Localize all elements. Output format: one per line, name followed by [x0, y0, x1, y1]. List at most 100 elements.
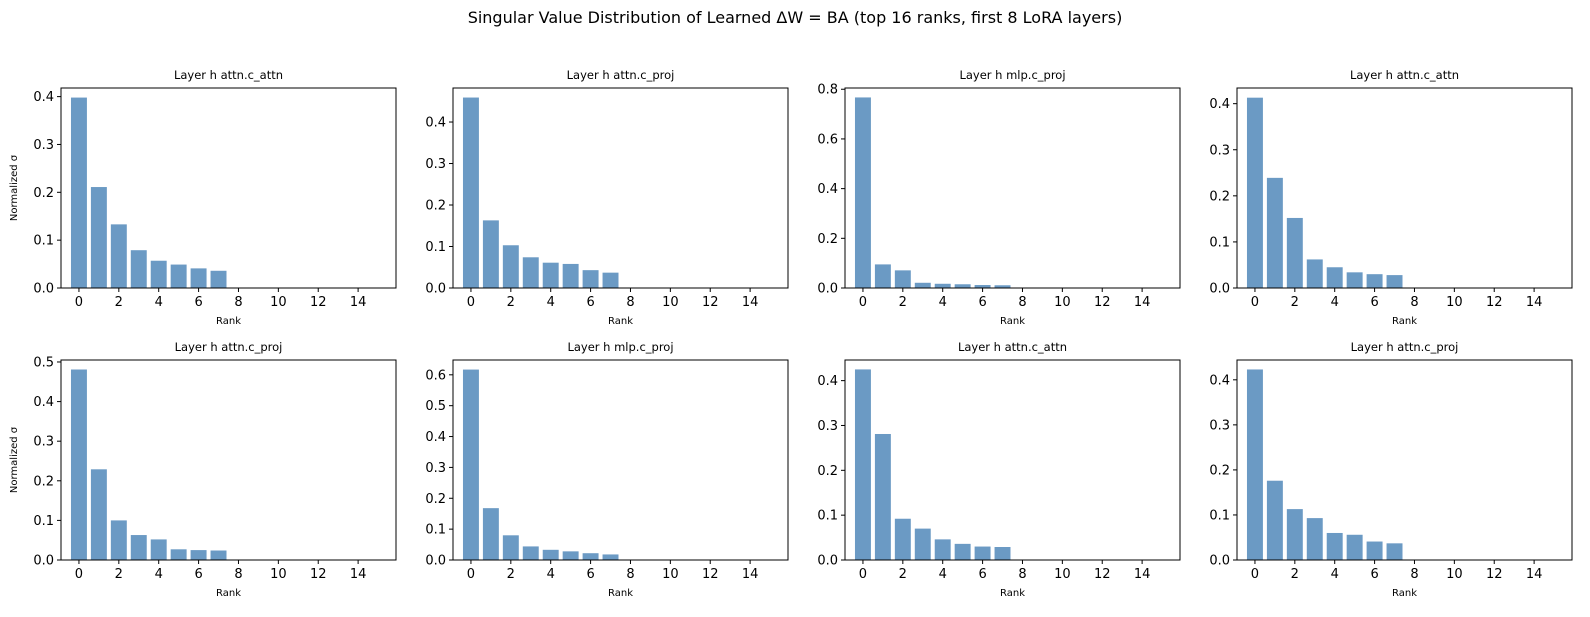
bar: [874, 433, 891, 560]
x-axis-label: Rank: [1000, 588, 1025, 599]
bar: [562, 551, 579, 560]
y-tick-label: 0.1: [33, 234, 54, 249]
bar: [482, 220, 499, 288]
y-tick-label: 0.0: [425, 282, 446, 297]
bar: [110, 520, 127, 560]
y-tick-label: 0.2: [1209, 189, 1230, 204]
x-tick-label: 6: [194, 567, 202, 582]
bar: [934, 539, 951, 560]
x-tick-label: 12: [310, 295, 327, 310]
bar: [994, 547, 1011, 560]
bar: [522, 546, 539, 560]
bar: [602, 554, 619, 560]
x-tick-label: 10: [1446, 567, 1463, 582]
x-tick-label: 2: [1291, 295, 1299, 310]
y-tick-label: 0.6: [425, 368, 446, 383]
subplot-title: Layer h attn.c_attn: [958, 340, 1067, 354]
bar: [210, 550, 227, 560]
x-axis-label: Rank: [608, 588, 633, 599]
subplot-title: Layer h mlp.c_proj: [959, 68, 1065, 82]
x-tick-label: 10: [1446, 295, 1463, 310]
x-tick-label: 2: [507, 567, 515, 582]
bar: [974, 546, 991, 560]
bar: [582, 270, 599, 288]
x-tick-label: 12: [1094, 567, 1111, 582]
axes-frame: [60, 87, 397, 289]
subplot-2: 0 2 4 6 8 10 12 14 0.0 0.1 0.2 0.3 0.4 Layer h attn.c…: [425, 68, 789, 327]
subplot-title: Layer h attn.c_proj: [1351, 340, 1459, 354]
x-tick-label: 2: [507, 295, 515, 310]
x-tick-label: 4: [547, 295, 555, 310]
bar: [170, 264, 187, 288]
bar: [994, 285, 1011, 288]
bar: [1346, 272, 1363, 288]
y-tick-label: 0.3: [1209, 418, 1230, 433]
y-tick-label: 0.1: [1209, 235, 1230, 250]
y-tick-label: 0.0: [425, 554, 446, 569]
x-tick-label: 0: [859, 295, 867, 310]
y-tick-label: 0.3: [425, 461, 446, 476]
x-axis-label: Rank: [608, 316, 633, 327]
x-tick-label: 4: [1331, 295, 1339, 310]
bar: [1286, 509, 1303, 560]
x-tick-label: 2: [1291, 567, 1299, 582]
x-tick-label: 14: [1134, 567, 1151, 582]
x-tick-label: 12: [702, 295, 719, 310]
bar: [1286, 217, 1303, 288]
subplot-4: 0 2 4 6 8 10 12 14 0.0 0.1 0.2 0.3 0.4 Layer h attn.c…: [1209, 68, 1573, 327]
subplot-title: Layer h attn.c_attn: [1350, 68, 1459, 82]
y-tick-label: 0.4: [1209, 97, 1230, 112]
bar: [190, 550, 207, 560]
bar: [170, 549, 187, 560]
bar: [522, 257, 539, 288]
x-tick-label: 14: [350, 295, 367, 310]
x-axis-label: Rank: [1392, 588, 1417, 599]
axes-frame: [844, 359, 1181, 561]
x-tick-label: 14: [1526, 295, 1543, 310]
x-tick-label: 4: [1331, 567, 1339, 582]
subplot-7: 0 2 4 6 8 10 12 14 0.0 0.1 0.2 0.3 0.4 Layer h attn.c…: [817, 340, 1181, 599]
y-tick-label: 0.4: [425, 430, 446, 445]
x-tick-label: 4: [155, 295, 163, 310]
bar: [1366, 274, 1383, 288]
subplot-6: 0 2 4 6 8 10 12 14 0.0 0.1 0.2 0.3 0.4 0.5 0.6 Layer h …: [425, 340, 789, 599]
x-tick-label: 4: [939, 295, 947, 310]
x-tick-label: 10: [662, 567, 679, 582]
y-tick-label: 0.3: [1209, 143, 1230, 158]
y-tick-label: 0.6: [817, 132, 838, 147]
y-tick-label: 0.0: [1209, 282, 1230, 297]
y-tick-label: 0.0: [817, 554, 838, 569]
bar: [602, 272, 619, 288]
bar: [462, 369, 479, 560]
y-tick-label: 0.4: [425, 116, 446, 131]
y-tick-label: 0.2: [817, 232, 838, 247]
bar: [954, 284, 971, 288]
bar: [502, 245, 519, 288]
axes-frame: [452, 359, 789, 561]
y-tick-label: 0.1: [1209, 508, 1230, 523]
bar: [1266, 480, 1283, 560]
bar: [974, 285, 991, 288]
bar: [854, 369, 871, 560]
bar: [1306, 518, 1323, 560]
y-tick-label: 0.2: [33, 474, 54, 489]
bar: [562, 263, 579, 288]
x-tick-label: 8: [1018, 295, 1026, 310]
x-axis-label: Rank: [216, 588, 241, 599]
y-tick-label: 0.3: [817, 419, 838, 434]
x-tick-label: 6: [194, 295, 202, 310]
y-tick-label: 0.1: [33, 514, 54, 529]
x-tick-label: 8: [234, 567, 242, 582]
x-tick-label: 6: [978, 295, 986, 310]
bar: [1246, 97, 1263, 289]
bar: [210, 270, 227, 288]
axes-frame: [844, 87, 1181, 289]
x-tick-label: 14: [350, 567, 367, 582]
x-tick-label: 2: [115, 567, 123, 582]
bar: [582, 553, 599, 560]
y-tick-label: 0.2: [817, 464, 838, 479]
bar: [150, 539, 167, 560]
bar: [482, 508, 499, 560]
y-tick-label: 0.2: [33, 186, 54, 201]
